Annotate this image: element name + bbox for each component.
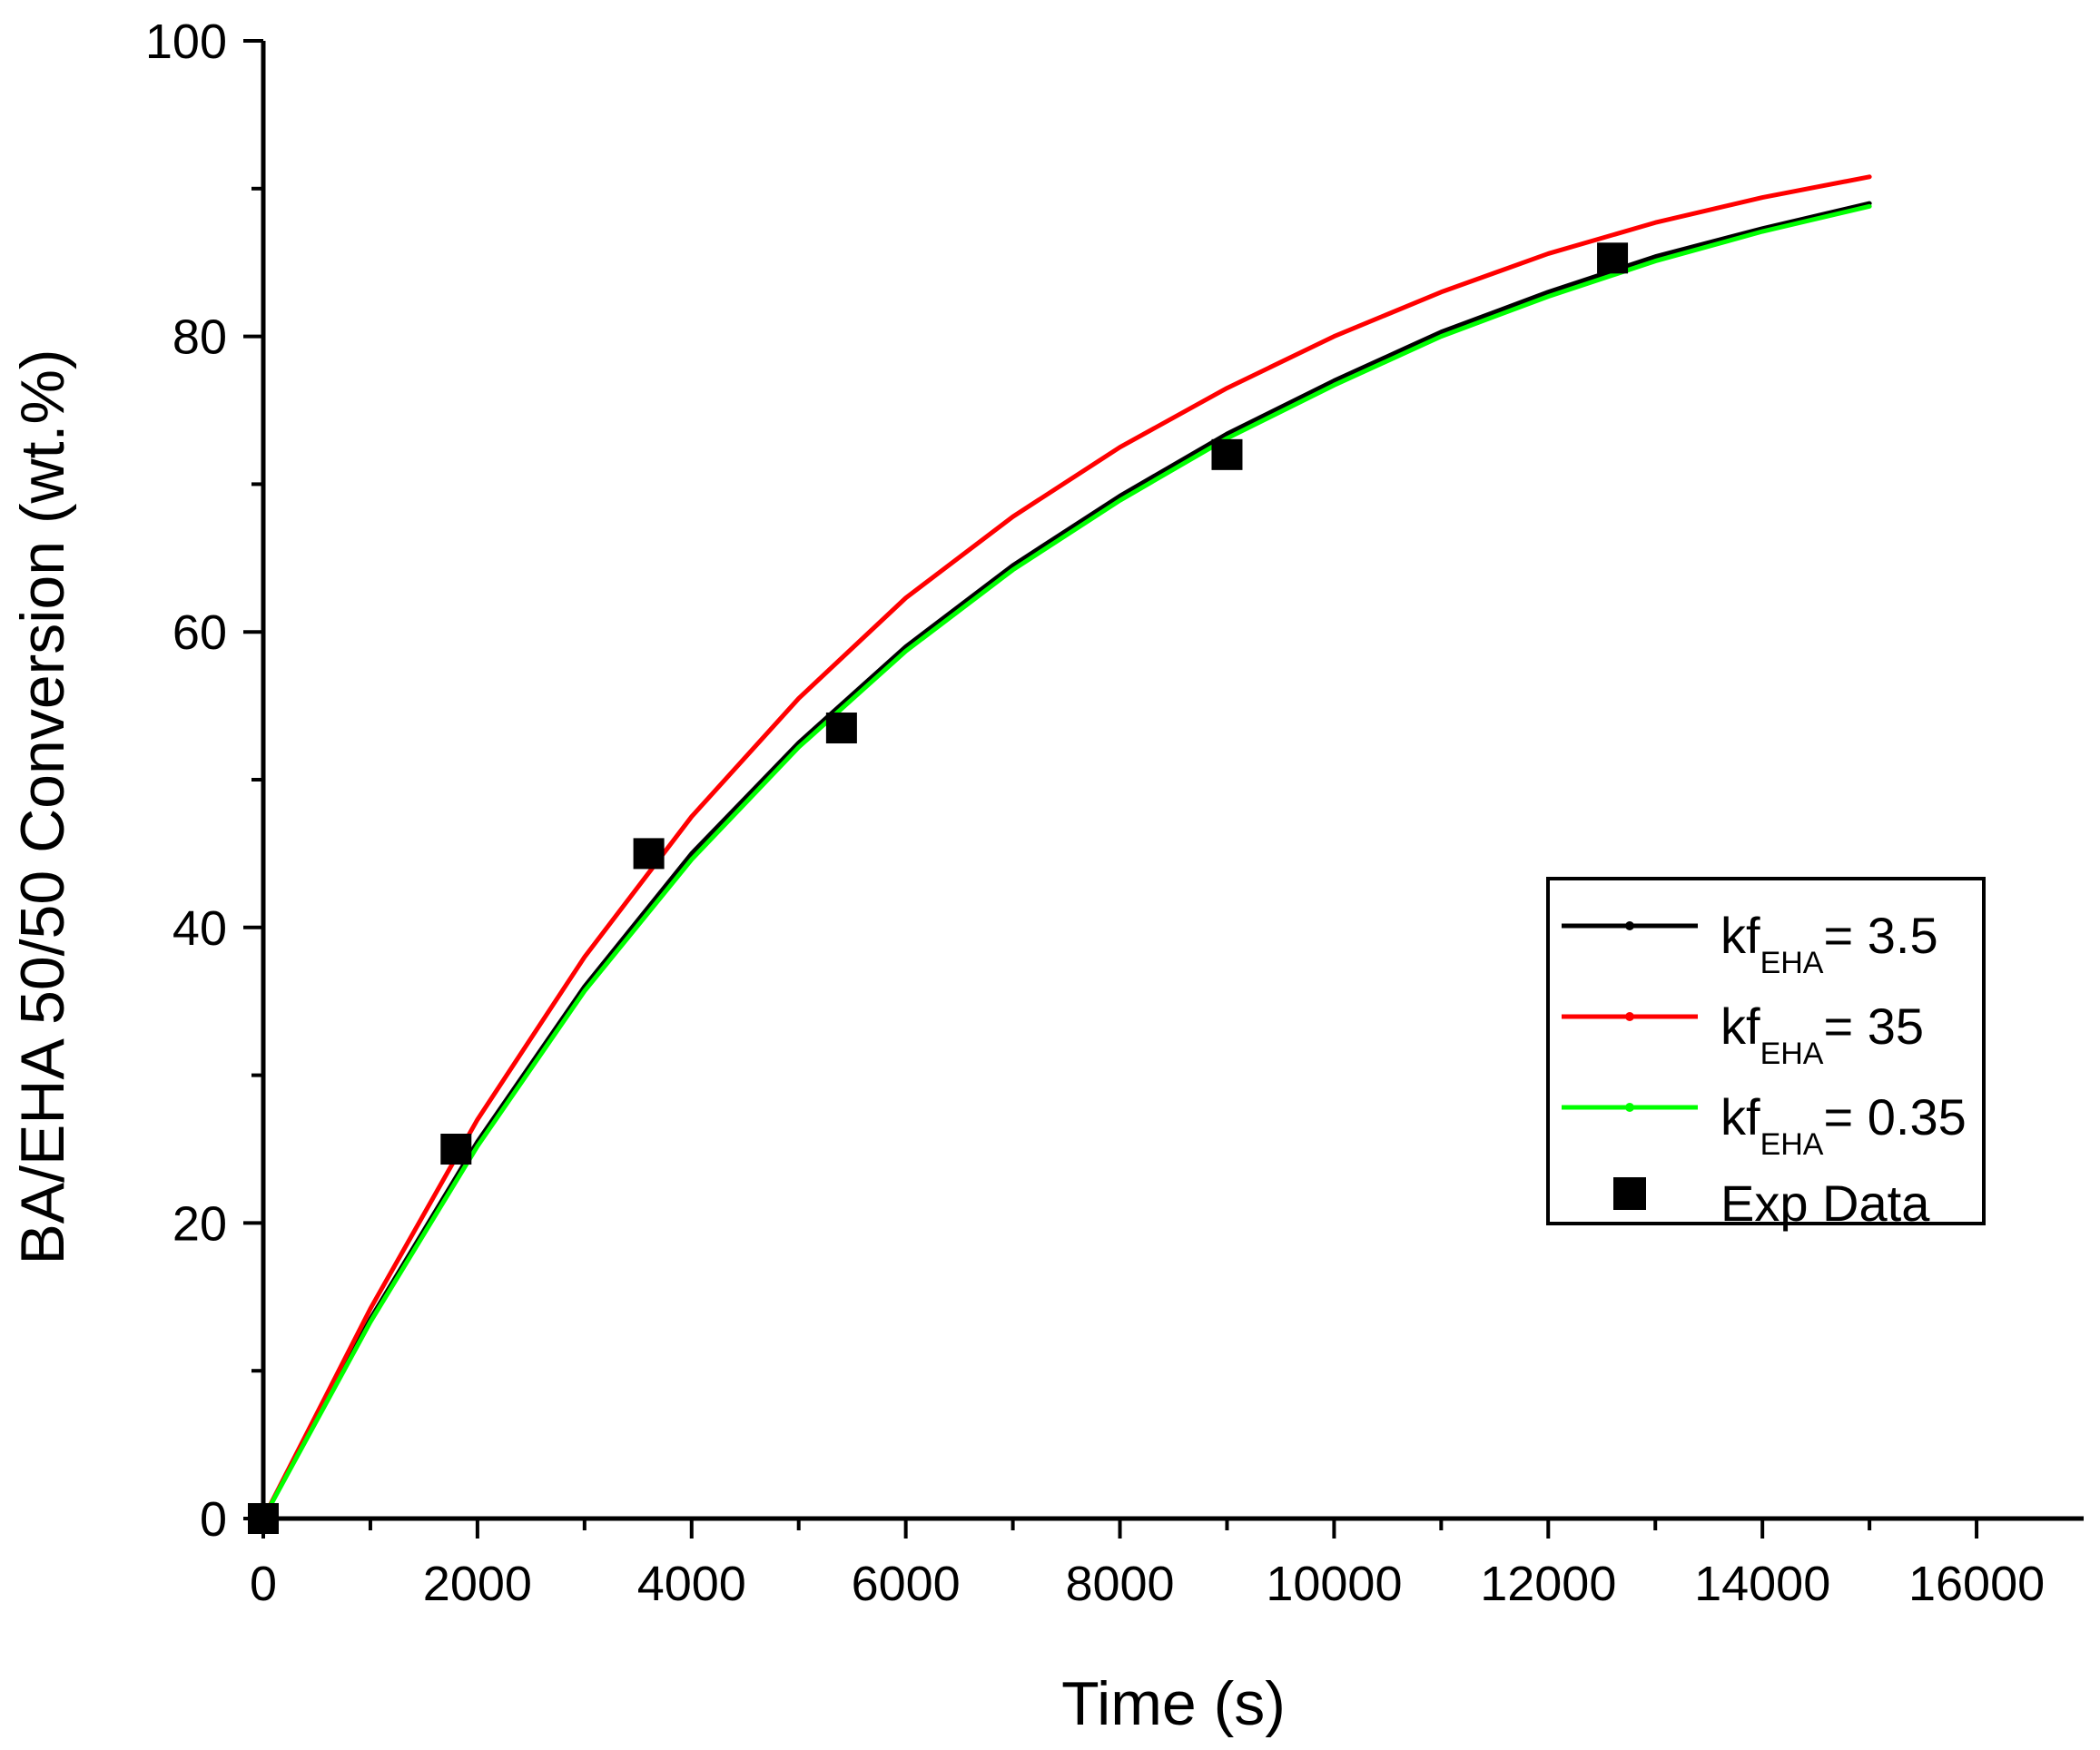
exp-data-point <box>825 713 857 744</box>
y-axis-title: BA/EHA 50/50 Conversion (wt.%) <box>8 349 77 1264</box>
legend-label: kfEHA= 35 <box>1720 998 1924 1071</box>
exp-data-point <box>1211 438 1243 470</box>
axes: 0 2000 4000 6000 8000 10000 12000 14000 16000 0 20… <box>145 15 2084 1611</box>
legend: kfEHA= 3.5 kfEHA= 35 kfEHA= 0.35 Exp Data <box>1546 877 1986 1232</box>
exp-data-point <box>1597 242 1629 274</box>
exp-data-point <box>633 838 665 870</box>
legend-entry-kf-0-35: kfEHA= 0.35 <box>1562 1088 1967 1162</box>
legend-label: kfEHA= 0.35 <box>1720 1088 1967 1162</box>
y-tick-label: 20 <box>173 1196 227 1251</box>
series-line-kf-35 <box>261 174 1872 1521</box>
series-line-kf-3-5 <box>261 201 1872 1521</box>
y-tick-label: 100 <box>145 15 227 69</box>
exp-data-point <box>440 1134 472 1165</box>
legend-marker-swatch <box>1625 1103 1634 1112</box>
x-tick-label: 8000 <box>1065 1557 1174 1611</box>
x-tick-label: 4000 <box>637 1557 746 1611</box>
legend-entry-kf-3-5: kfEHA= 3.5 <box>1562 907 1938 980</box>
legend-square-swatch <box>1613 1177 1646 1210</box>
legend-entry-exp-data: Exp Data <box>1613 1175 1930 1232</box>
legend-marker-swatch <box>1625 921 1634 930</box>
y-tick-label: 0 <box>200 1492 227 1547</box>
legend-entry-kf-35: kfEHA= 35 <box>1562 998 1924 1071</box>
x-tick-label: 6000 <box>852 1557 961 1611</box>
x-tick-label: 10000 <box>1266 1557 1402 1611</box>
x-tick-label: 14000 <box>1694 1557 1830 1611</box>
plot-area <box>248 174 1872 1534</box>
legend-marker-swatch <box>1625 1012 1634 1021</box>
legend-box <box>1546 877 1986 1225</box>
x-axis-title: Time (s) <box>1061 1669 1286 1738</box>
x-tick-label: 12000 <box>1480 1557 1616 1611</box>
y-tick-label: 60 <box>173 605 227 660</box>
x-tick-label: 2000 <box>423 1557 532 1611</box>
y-tick-label: 80 <box>173 310 227 365</box>
y-tick-label: 40 <box>173 901 227 956</box>
x-tick-label: 0 <box>250 1557 277 1611</box>
legend-label: Exp Data <box>1720 1175 1930 1232</box>
legend-label: kfEHA= 3.5 <box>1720 907 1938 980</box>
series-line-kf-0-35 <box>261 203 1872 1521</box>
x-tick-label: 16000 <box>1908 1557 2045 1611</box>
